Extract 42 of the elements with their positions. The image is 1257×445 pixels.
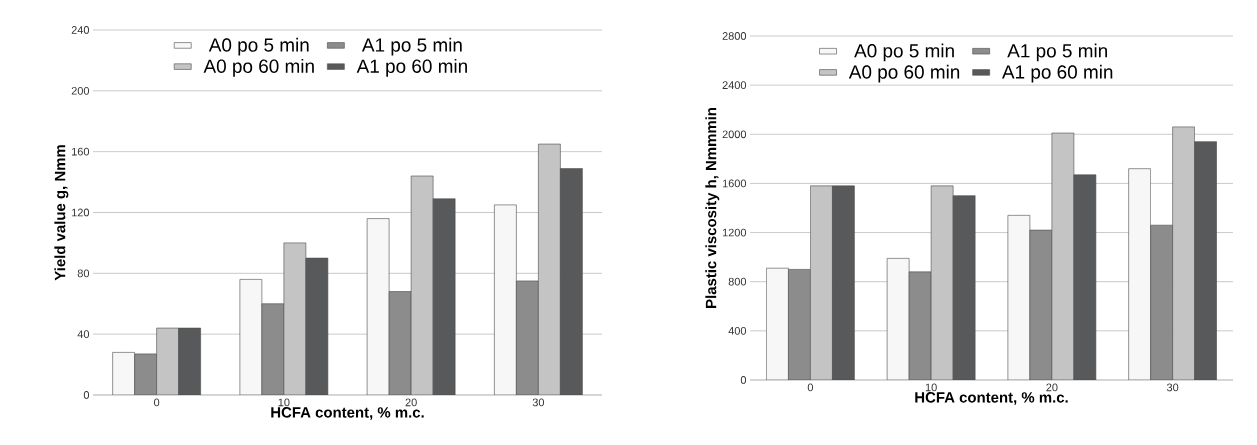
bar [538, 143, 561, 395]
y-tick-label: 0 [740, 376, 747, 384]
x-tick-label: 20 [405, 398, 417, 407]
bar [1150, 224, 1173, 380]
y-tick-label: 800 [728, 277, 747, 286]
y-tick-label: 120 [72, 208, 90, 217]
legend-label: A0 po 60 min [203, 59, 314, 77]
legend-label: A0 po 5 min [854, 43, 954, 62]
y-tick-label: 200 [71, 86, 90, 95]
x-tick-label: 10 [925, 383, 937, 392]
y-axis-title: Yield value g, Nmm [54, 145, 69, 281]
y-tick-label: 0 [83, 391, 90, 399]
y-tick-label: 400 [728, 326, 747, 335]
x-tick-label: 30 [532, 398, 545, 407]
bar [410, 175, 434, 395]
y-axis-title: Plastic viscosity h, Nmmmin [705, 108, 720, 308]
x-axis-title: HCFA content, % m.c. [271, 407, 424, 420]
x-tick-label: 0 [154, 398, 160, 407]
x-tick-label: 10 [278, 398, 290, 407]
legend-label: A0 po 5 min [208, 37, 309, 56]
x-tick-label: 0 [807, 383, 813, 392]
y-tick-label: 1200 [722, 228, 747, 237]
legend-label: A1 po 5 min [361, 37, 462, 56]
y-tick-label: 2400 [722, 81, 747, 90]
y-tick-label: 160 [72, 147, 90, 156]
y-tick-label: 80 [77, 269, 90, 278]
legend-label: A1 po 60 min [356, 59, 467, 77]
bar [283, 242, 307, 395]
x-tick-label: 20 [1046, 383, 1058, 392]
x-axis-title: HCFA content, % m.c. [915, 392, 1068, 405]
y-tick-label: 40 [77, 330, 90, 339]
y-tick-label: 1600 [722, 179, 747, 188]
legend-label: A1 po 5 min [1007, 43, 1107, 62]
bar [1029, 229, 1053, 380]
y-tick-label: 240 [71, 26, 90, 34]
legend-label: A0 po 60 min [848, 64, 960, 83]
bar [788, 269, 811, 380]
x-tick-label: 30 [1166, 383, 1179, 392]
y-tick-label: 2000 [722, 130, 747, 139]
legend-label: A1 po 60 min [1001, 64, 1113, 83]
bar [156, 327, 179, 395]
y-tick-label: 2800 [722, 32, 747, 40]
